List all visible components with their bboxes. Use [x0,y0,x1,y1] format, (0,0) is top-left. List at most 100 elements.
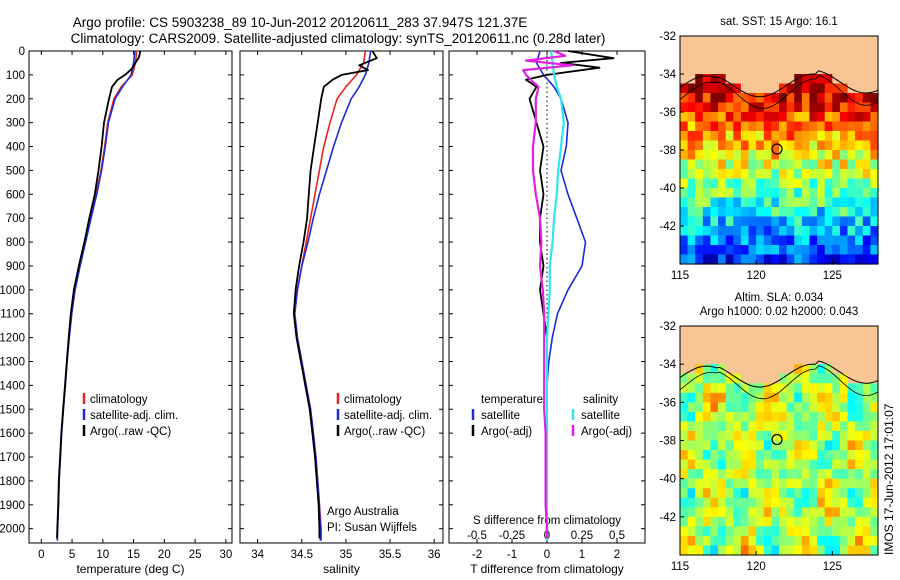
sst_map-cell [862,178,871,189]
sst_map-cell [847,207,856,218]
sla_map-cell [839,497,849,508]
sla_map-cell [817,326,826,337]
sst_map-cell [710,169,719,180]
sla_map-cell [748,469,757,480]
sst_map-cell [748,207,757,218]
sst_map-cell [847,131,856,142]
sst_map-cell [847,140,856,151]
sla_map-cell [870,421,879,432]
sst_map-cell [779,207,788,218]
sst_map-cell [786,207,795,218]
sla_map-cell [824,402,833,413]
sst_map-cell [756,207,765,218]
sst_map-cell [702,45,712,56]
sst_map-cell [740,93,750,104]
sst_map-cell [870,121,879,132]
sst_map-cell [832,131,841,142]
sst_map-cell [794,74,803,85]
sst_map-cell [855,197,864,208]
sla_map-cell [832,402,841,413]
sst_map-cell [733,64,742,75]
sst_map-cell [771,83,780,94]
sla_map-cell [801,440,811,451]
sla_map-cell [680,392,689,403]
sst_map-cell [847,216,856,227]
sst_map-xtick-label: 120 [747,270,766,282]
difference-xtick-label: -1 [507,549,517,561]
sst_map-cell [870,36,879,47]
sla_map-cell [809,440,818,451]
sst_map-cell [702,83,712,94]
sst_map-cell [817,254,826,265]
sla_map-cell [710,478,719,489]
sst_map-cell [779,169,788,180]
sla_map-cell [839,478,849,489]
sla_map-cell [862,450,871,461]
sla_map-cell [862,383,871,394]
sla_map-cell [748,430,757,442]
sla_map-cell [725,459,734,470]
sst_map-cell [748,150,757,161]
sla_map-cell [794,450,803,461]
sla_map-cell [733,488,742,499]
sst_map-cell [695,112,704,123]
sst_map-cell [718,36,727,47]
sla_map-cell [786,345,795,356]
sst_map-cell [779,121,788,132]
sla_map-cell [680,354,689,365]
sst_map-cell [718,188,727,199]
sla_map-cell [687,545,696,556]
sla_map-cell [710,430,719,442]
sst_map-cell [870,245,879,256]
sst_map-cell [695,178,704,189]
sla_map-cell [756,383,765,394]
sla_map-cell [824,383,833,394]
sla_map-cell [832,535,841,547]
sla_map-cell [801,469,811,480]
sst_map-cell [771,112,780,123]
sst_map-cell [862,131,871,142]
sla_map-cell [763,450,772,461]
sst_map-cell [870,197,879,208]
sst_map-cell [794,254,803,265]
sla_map-cell [855,411,864,423]
sla_map-cell [718,373,727,384]
sst_map-cell [756,131,765,142]
sst_map-cell [702,254,712,265]
sst_map-cell [824,197,833,208]
sla_map-cell [847,450,856,461]
sla_map-cell [695,516,704,527]
sla_map-cell [748,383,757,394]
depth-tick-label: 500 [6,165,25,177]
sst_map-cell [680,150,689,161]
sla_map-cell [710,373,719,384]
sla_map-cell [870,354,879,365]
sla_map-cell [847,488,856,499]
sla_map-cell [847,364,856,375]
sla_map-cell [779,383,788,394]
sst_map-cell [847,93,856,104]
sla_map-cell [756,535,765,547]
sst_map-cell [702,102,712,113]
sst_map-cell [832,226,841,237]
sla_map-cell [733,516,742,527]
sla_map-cell [763,535,772,547]
sla_map-cell [809,430,818,442]
sst_map-cell [824,169,833,180]
sst_map-cell [771,55,780,66]
sst_map-cell [702,131,712,142]
sst_map-cell [809,83,818,94]
sst_map-cell [870,83,879,94]
sla_map-cell [824,373,833,384]
sla_map-cell [756,345,765,356]
sst_map-cell [748,36,757,47]
sst_map-cell [824,112,833,123]
sst_map-cell [824,64,833,75]
sst_map-cell [725,64,734,75]
sst_map-cell [771,169,780,180]
sst_map-cell [801,226,811,237]
sla_map-cell [801,516,811,527]
sst_map-cell [870,74,879,85]
sst_map-cell [847,36,856,47]
sla_map-cell [702,354,712,365]
